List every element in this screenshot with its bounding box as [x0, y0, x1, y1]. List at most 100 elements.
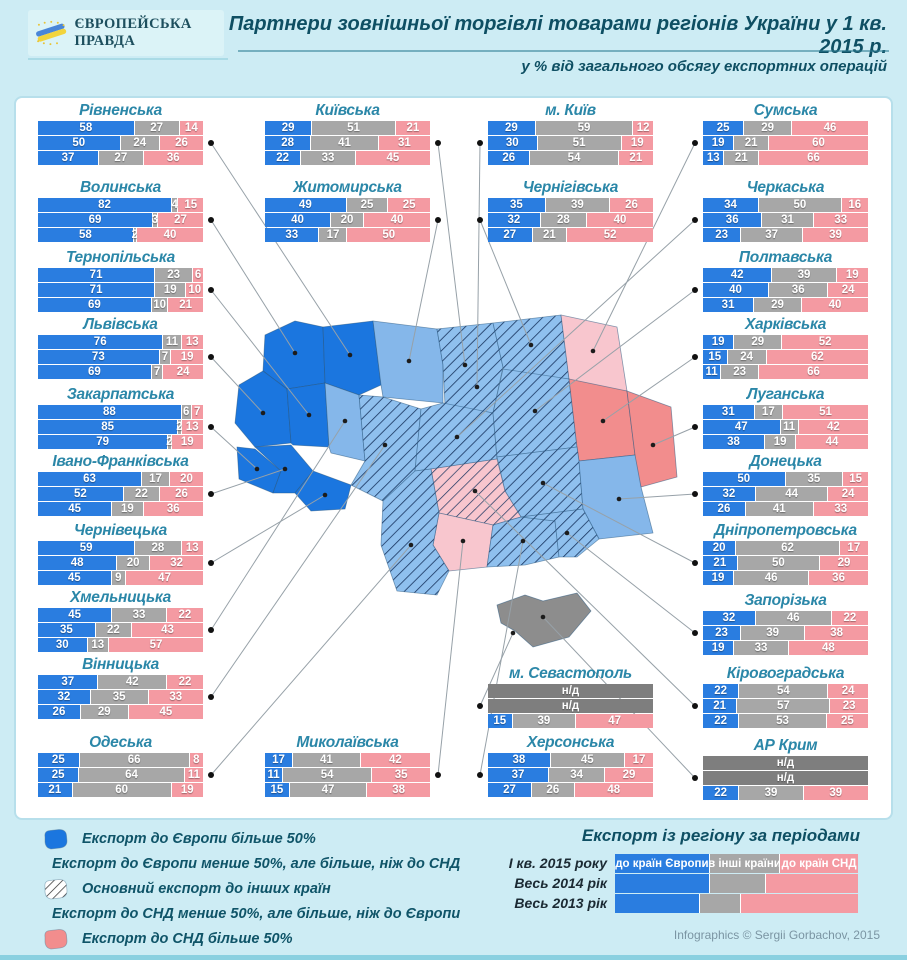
bar-segment: 50 — [38, 136, 121, 150]
bar-row: 26 54 21 — [488, 151, 653, 165]
period-row: Весь 2013 рік — [455, 894, 880, 913]
region-chart-zakarpattia: Закарпатська 88 6 7 85 2 13 79 2 19 — [38, 386, 214, 449]
bar-segment: 25 — [38, 768, 80, 782]
region-chart-luhansk: Луганська 31 17 51 47 11 42 38 19 44 — [692, 386, 868, 449]
region-bars: 42 39 19 40 36 24 31 29 40 — [703, 268, 868, 312]
region-label: Івано-Франківська — [52, 453, 189, 470]
bar-segment: 29 — [605, 768, 653, 782]
bar-segment: 10 — [151, 298, 169, 312]
bar-row: 22 53 25 — [703, 714, 868, 728]
bar-segment: 19 — [621, 136, 653, 150]
bar-segment: 52 — [782, 335, 868, 349]
bar-segment: 57 — [108, 638, 203, 652]
bar-segment: 29 — [754, 298, 802, 312]
bar-segment: 39 — [772, 268, 837, 282]
region-chart-mykolaiv: Миколаївська 17 41 42 11 54 35 15 47 38 — [265, 734, 441, 797]
connector-dot — [477, 140, 483, 146]
logo: ЄВРОПЕЙСЬКА ПРАВДА — [28, 10, 224, 56]
bar-segment: 19 — [703, 335, 735, 349]
connector-dot — [692, 630, 698, 636]
bar-segment: 66 — [79, 753, 190, 767]
bar-segment: 25 — [346, 198, 389, 212]
legend-swatch-red — [44, 929, 68, 950]
region-chart-vinnytsia: Вінницька 37 42 22 32 35 33 26 29 45 — [38, 656, 214, 719]
bar-segment: 19 — [112, 502, 144, 516]
bar-segment: 21 — [168, 298, 203, 312]
bottom-divider — [0, 955, 907, 960]
bar-segment: 62 — [736, 541, 840, 555]
map-legend: Експорт до Європи більше 50% Експорт до Є… — [40, 828, 460, 950]
bar-segment: 51 — [537, 136, 622, 150]
bar-segment: 26 — [703, 502, 746, 516]
bar-segment: 11 — [163, 335, 182, 349]
bar-segment: 8 — [189, 753, 203, 767]
region-chart-ternopil: Тернопільська 71 23 6 71 19 10 69 10 21 — [38, 249, 214, 312]
bar-segment: 22 — [831, 611, 868, 625]
bar-row: 27 26 48 — [488, 783, 653, 797]
bar-segment: 39 — [512, 714, 577, 728]
bar-segment: 19 — [703, 136, 735, 150]
period-row-bar: до країн Європи в інші країни до країн СНД — [615, 854, 858, 873]
bar-segment-na: н/д — [488, 684, 653, 698]
bar-segment: 46 — [792, 121, 868, 135]
bar-row: 35 22 43 — [38, 623, 203, 637]
bar-segment: 35 — [488, 198, 546, 212]
bar-segment: 53 — [739, 714, 827, 728]
bar-row: 31 29 40 — [703, 298, 868, 312]
bar-segment: 45 — [38, 571, 112, 585]
bar-segment: 32 — [38, 690, 91, 704]
bar-row: 45 9 47 — [38, 571, 203, 585]
connector-dot — [435, 140, 441, 146]
bar-segment: 32 — [703, 487, 756, 501]
bar-segment: 35 — [90, 690, 149, 704]
bar-segment: 48 — [38, 556, 118, 570]
connector-dot — [692, 424, 698, 430]
bar-row: 26 29 45 — [38, 705, 203, 719]
bar-segment: 76 — [38, 335, 164, 349]
connector-dot — [208, 287, 214, 293]
bar-segment: 48 — [574, 783, 653, 797]
bar-row: 11 23 66 — [703, 365, 868, 379]
bar-segment-na: н/д — [703, 771, 868, 785]
bar-segment: 25 — [388, 198, 430, 212]
region-label: Донецька — [749, 453, 822, 470]
bar-segment: 16 — [841, 198, 868, 212]
bar-segment: 52 — [567, 228, 653, 242]
bar-segment: 40 — [801, 298, 868, 312]
region-label: Черкаська — [746, 179, 825, 196]
bar-segment: 26 — [160, 136, 203, 150]
bar-segment: 22 — [95, 623, 133, 637]
bar-segment: 20 — [117, 556, 151, 570]
bar-row: 38 19 44 — [703, 435, 868, 449]
bar-segment: 15 — [843, 472, 868, 486]
bar-segment: 19 — [703, 571, 735, 585]
region-bars: 76 11 13 73 7 19 69 7 24 — [38, 335, 203, 379]
bar-segment: 48 — [788, 641, 868, 655]
map-legend-item: Експорт до Європи менше 50%, але більше,… — [40, 853, 460, 875]
bar-row: 40 20 40 — [265, 213, 430, 227]
bar-segment: 7 — [191, 405, 203, 419]
period-legend-rows: І кв. 2015 року до країн Європи в інші кра… — [455, 854, 880, 913]
bar-segment: 29 — [734, 335, 783, 349]
bar-row: 37 34 29 — [488, 768, 653, 782]
connector-dot — [208, 772, 214, 778]
bar-segment: 11 — [703, 365, 722, 379]
bar-segment: 51 — [312, 121, 396, 135]
bar-row: 21 60 19 — [38, 783, 203, 797]
bar-segment: 36 — [703, 213, 763, 227]
bar-segment: 28 — [265, 136, 312, 150]
bar-segment: 35 — [38, 623, 96, 637]
bar-row: 32 35 33 — [38, 690, 203, 704]
connector-dot — [477, 703, 483, 709]
bar-segment: 27 — [99, 151, 144, 165]
bar-segment: 41 — [745, 502, 814, 516]
bar-segment: 19 — [171, 435, 203, 449]
region-bars: 45 33 22 35 22 43 30 13 57 — [38, 608, 203, 652]
bar-segment: 19 — [836, 268, 868, 282]
bar-segment: 2 — [176, 420, 183, 434]
bar-segment: 24 — [828, 487, 868, 501]
connector-dot — [208, 354, 214, 360]
ukraine-flag-swoosh-icon — [36, 20, 67, 46]
region-bars: 17 41 42 11 54 35 15 47 38 — [265, 753, 430, 797]
